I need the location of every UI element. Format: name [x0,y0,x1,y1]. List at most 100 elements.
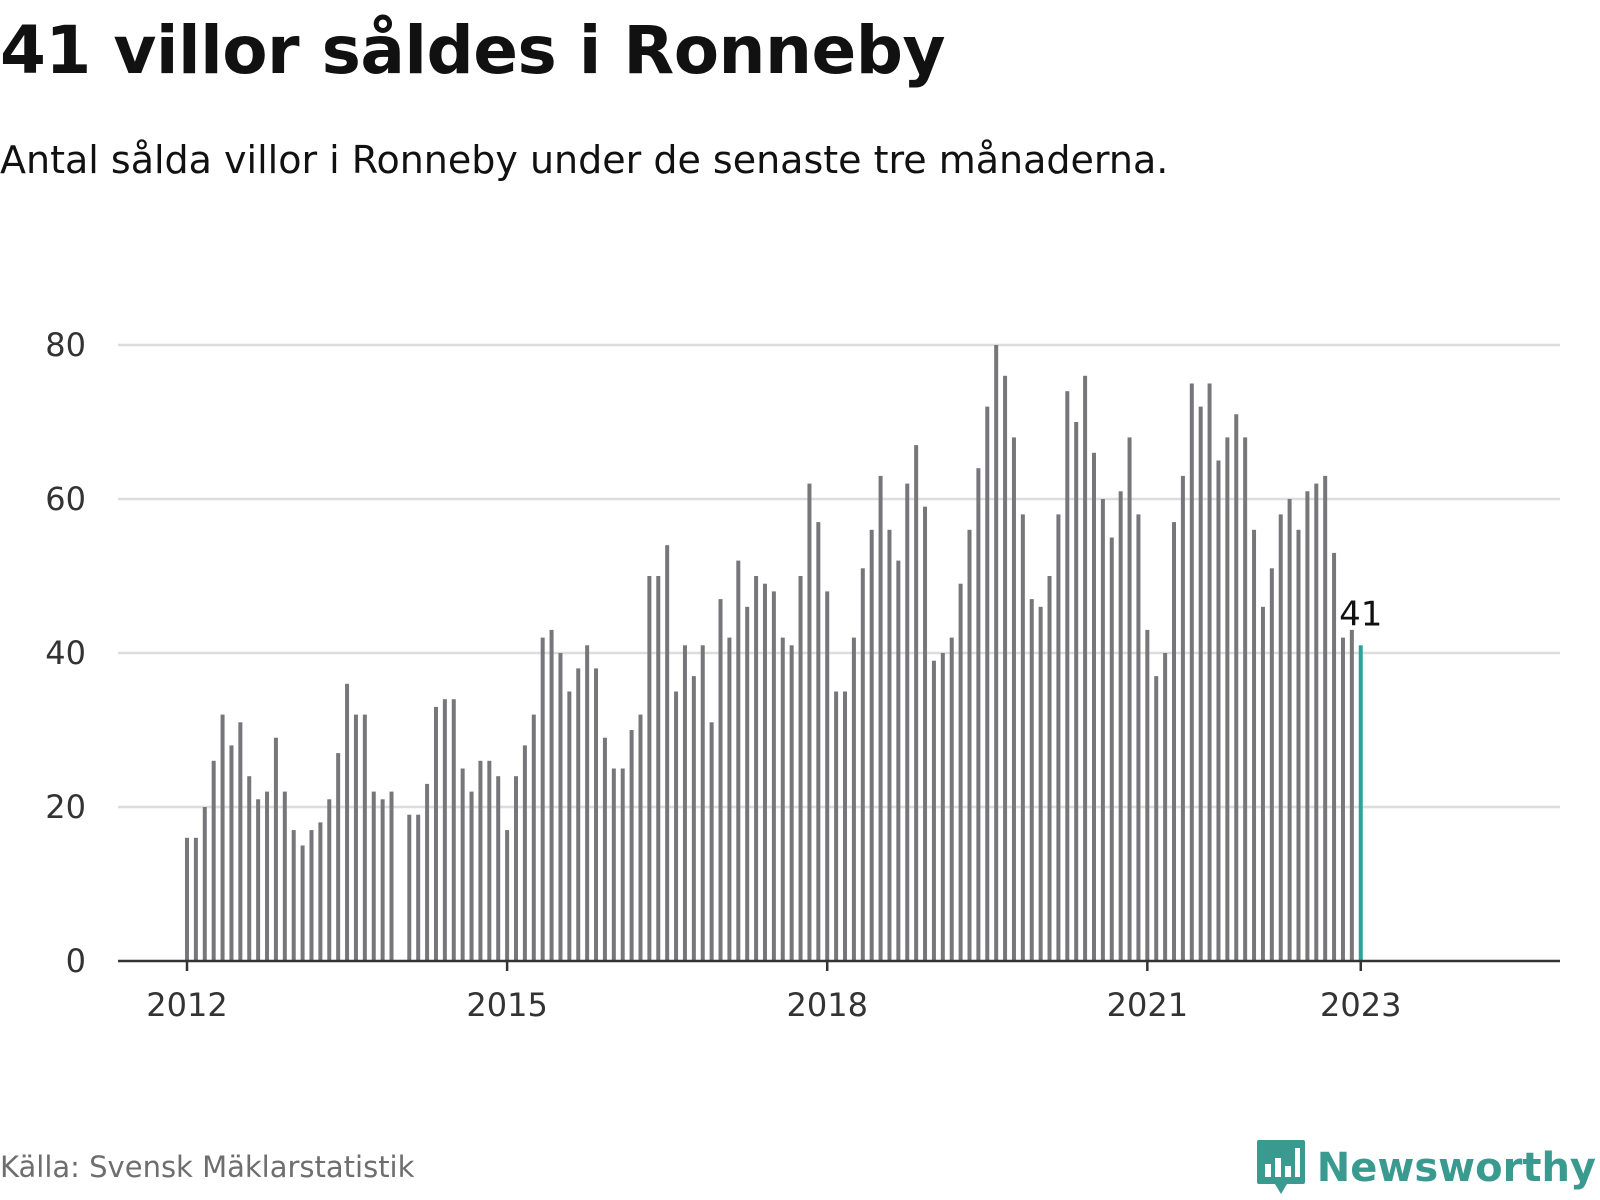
bar [567,691,572,961]
bar [273,737,278,961]
bar [682,645,687,961]
bar [558,653,563,961]
bar [967,529,972,961]
bar [851,637,856,961]
bar [1100,499,1105,961]
bar [834,691,839,961]
bar [771,591,776,961]
bar [202,807,207,961]
bar [816,522,821,961]
bar [425,783,430,961]
bar [1136,514,1141,961]
bar [442,699,447,961]
bar [1189,383,1194,961]
bar [949,637,954,961]
bar-chart-speech-bubble-icon [1256,1140,1305,1194]
bar [309,830,314,961]
bar [185,837,189,961]
bar [718,599,723,961]
bar [460,768,465,961]
labels: 0 20 40 60 80 2012 2015 2018 2021 2023 41 [45,326,1401,1024]
bar [229,745,234,961]
bar [807,483,812,961]
gridlines [118,343,1560,809]
bar [994,345,999,961]
bar [327,799,332,961]
bar [282,791,287,961]
bar [540,637,545,961]
source-note: Källa: Svensk Mäklarstatistik [0,1150,415,1184]
bar [433,706,438,961]
bar [353,714,358,961]
bar [1029,599,1034,961]
highlight-value-label: 41 [1339,594,1382,634]
bar [789,645,794,961]
x-axis [118,959,1560,971]
bar [496,776,501,961]
bar [780,637,785,961]
bar [1314,483,1319,961]
bar [1074,422,1079,961]
bar [300,845,305,961]
bar [860,568,865,961]
bar [594,668,599,961]
bar [336,753,341,961]
bar [1180,475,1185,961]
bar [238,722,243,961]
bar [291,830,296,961]
bar [1340,637,1345,961]
bars [185,345,1363,962]
bar [407,814,412,961]
bar [1020,514,1025,961]
bar [478,760,483,961]
bar [958,583,963,961]
bar [976,468,981,961]
bar [1269,568,1274,961]
x-tick-label: 2015 [466,986,547,1024]
bar [531,714,536,961]
bar [585,645,590,961]
bar [362,714,367,961]
bar [905,483,910,961]
bar [371,791,376,961]
bar [1038,606,1043,961]
bar [745,606,750,961]
bar [1003,375,1008,961]
bar [469,791,474,961]
bar [487,760,492,961]
bar [505,830,510,961]
bar [1198,406,1203,962]
bar [1145,629,1150,961]
y-tick-label: 80 [45,326,86,364]
bar [1278,514,1283,961]
bar [878,475,883,961]
bar [318,822,323,961]
bar [985,406,990,962]
bar [549,629,554,961]
bar [709,722,714,961]
bar [1349,629,1354,961]
bar [1243,437,1248,961]
bar [256,799,261,961]
bar [629,730,634,961]
chart-title: 41 villor såldes i Ronneby [0,12,946,89]
bar [1234,414,1239,961]
bar [1011,437,1016,961]
bar [674,691,679,961]
chart-subtitle: Antal sålda villor i Ronneby under de se… [0,138,1169,182]
bar [754,576,759,961]
bar [416,814,421,961]
x-tick-label: 2012 [146,986,227,1024]
bar [1083,375,1088,961]
bar [193,837,198,961]
y-tick-label: 20 [45,788,86,826]
bar [1296,529,1301,961]
bar [1091,452,1096,961]
bar [762,583,767,961]
bar [1172,522,1177,961]
bar [1065,391,1070,961]
bar [843,691,848,961]
bar [1047,576,1052,961]
bar [647,576,652,961]
bar [1323,475,1328,961]
